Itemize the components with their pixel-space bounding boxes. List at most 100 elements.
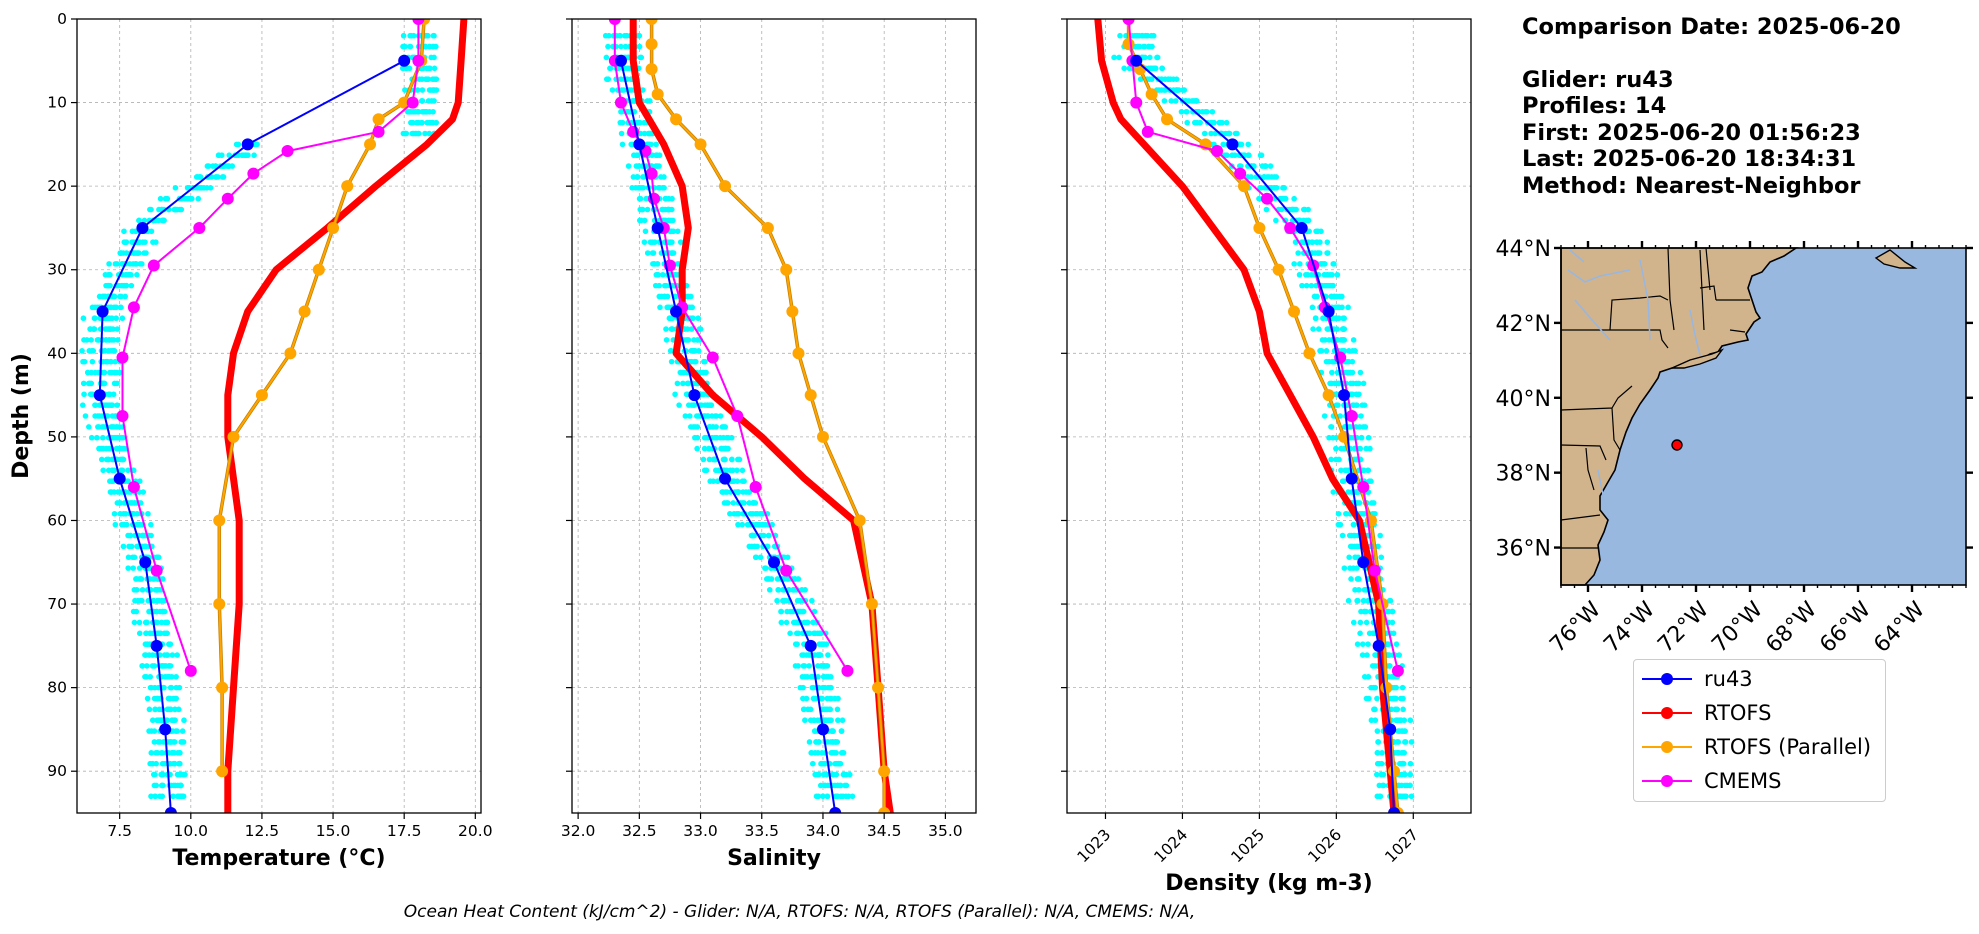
map-lon-label: 68°W (1761, 597, 1822, 658)
glider-point (148, 206, 154, 213)
glider-point (1278, 206, 1285, 213)
glider-point (1363, 695, 1370, 702)
glider-point (683, 337, 690, 343)
glider-point (1313, 239, 1320, 245)
glider-point (143, 673, 150, 680)
glider-point (159, 597, 165, 604)
glider-point (210, 163, 216, 169)
glider-point (639, 206, 645, 213)
glider-point (1346, 554, 1352, 561)
glider-point (804, 619, 810, 626)
glider-point (1394, 739, 1400, 745)
series-point (127, 481, 140, 494)
glider-point (819, 695, 826, 702)
glider-point (609, 87, 616, 93)
glider-point (739, 478, 746, 484)
glider-point (136, 565, 143, 571)
glider-point (1161, 98, 1168, 104)
glider-point (683, 391, 690, 398)
glider-point (1334, 271, 1341, 278)
glider-point (622, 43, 629, 50)
series-point (1253, 221, 1266, 234)
glider-point (809, 760, 816, 767)
glider-point (96, 424, 102, 430)
glider-point (1314, 228, 1321, 235)
glider-point (1354, 641, 1361, 647)
glider-point (809, 684, 816, 691)
y-tick-label: 80 (47, 679, 67, 697)
glider-point (1369, 630, 1376, 637)
glider-point (1208, 130, 1214, 137)
glider-point (152, 706, 159, 713)
glider-point (1357, 630, 1363, 637)
series-point (398, 54, 411, 67)
glider-point (816, 641, 823, 647)
glider-point (1117, 32, 1123, 39)
glider-point (730, 500, 736, 506)
glider-point (1333, 456, 1339, 463)
glider-point (92, 413, 98, 419)
glider-point (1300, 206, 1307, 213)
glider-point (418, 119, 425, 126)
x-axis-label: Density (kg m-3) (1165, 871, 1373, 896)
glider-point (670, 228, 677, 235)
glider-point (1336, 380, 1342, 387)
glider-point (150, 239, 156, 245)
series-point (780, 263, 793, 276)
glider-point (1345, 597, 1352, 604)
glider-point (670, 250, 677, 256)
glider-point (137, 597, 144, 604)
glider-point (114, 402, 120, 408)
glider-point (1350, 337, 1357, 343)
glider-point (1359, 641, 1366, 647)
series-rtofs-parallel- (213, 19, 431, 778)
series-line (98, 59, 405, 813)
x-tick-label: 1026 (1305, 826, 1346, 867)
glider-point (739, 467, 746, 474)
glider-name: Glider: ru43 (1522, 66, 1674, 93)
glider-point (1324, 326, 1331, 332)
glider-point (827, 717, 833, 724)
glider-point (1340, 326, 1347, 332)
y-tick-label: 10 (47, 94, 67, 112)
glider-point (765, 532, 772, 539)
series-point (1384, 723, 1397, 736)
glider-point (1401, 750, 1408, 756)
series-point (406, 96, 419, 109)
glider-point (1170, 76, 1177, 82)
glider-point (795, 576, 802, 582)
glider-point (1308, 271, 1315, 278)
glider-point (795, 663, 801, 669)
glider-point (171, 206, 178, 213)
glider-point (134, 543, 140, 550)
series-point (1122, 38, 1135, 51)
glider-point (1148, 32, 1155, 39)
glider-point (160, 217, 166, 224)
glider-point (1401, 717, 1408, 724)
glider-point (122, 510, 129, 517)
glider-point (134, 271, 140, 278)
series-point (1391, 664, 1404, 677)
series-point (184, 664, 197, 677)
glider-point (820, 793, 826, 800)
glider-point (815, 750, 821, 756)
glider-point (161, 663, 168, 669)
glider-point (725, 445, 731, 452)
x-tick-label: 33.0 (683, 822, 718, 840)
glider-point (233, 141, 240, 148)
glider-point (128, 543, 135, 550)
glider-point (159, 793, 166, 800)
series-point (193, 221, 206, 234)
glider-point (114, 337, 121, 343)
glider-point (1402, 739, 1409, 745)
y-tick-label: 60 (47, 511, 67, 529)
glider-point (113, 315, 119, 322)
glider-point (674, 380, 681, 387)
glider-point (702, 358, 708, 365)
glider-point (132, 597, 138, 604)
glider-point (89, 348, 95, 354)
glider-point (82, 413, 89, 419)
glider-point (1172, 98, 1179, 104)
series-point (792, 347, 805, 360)
glider-point (111, 434, 118, 441)
